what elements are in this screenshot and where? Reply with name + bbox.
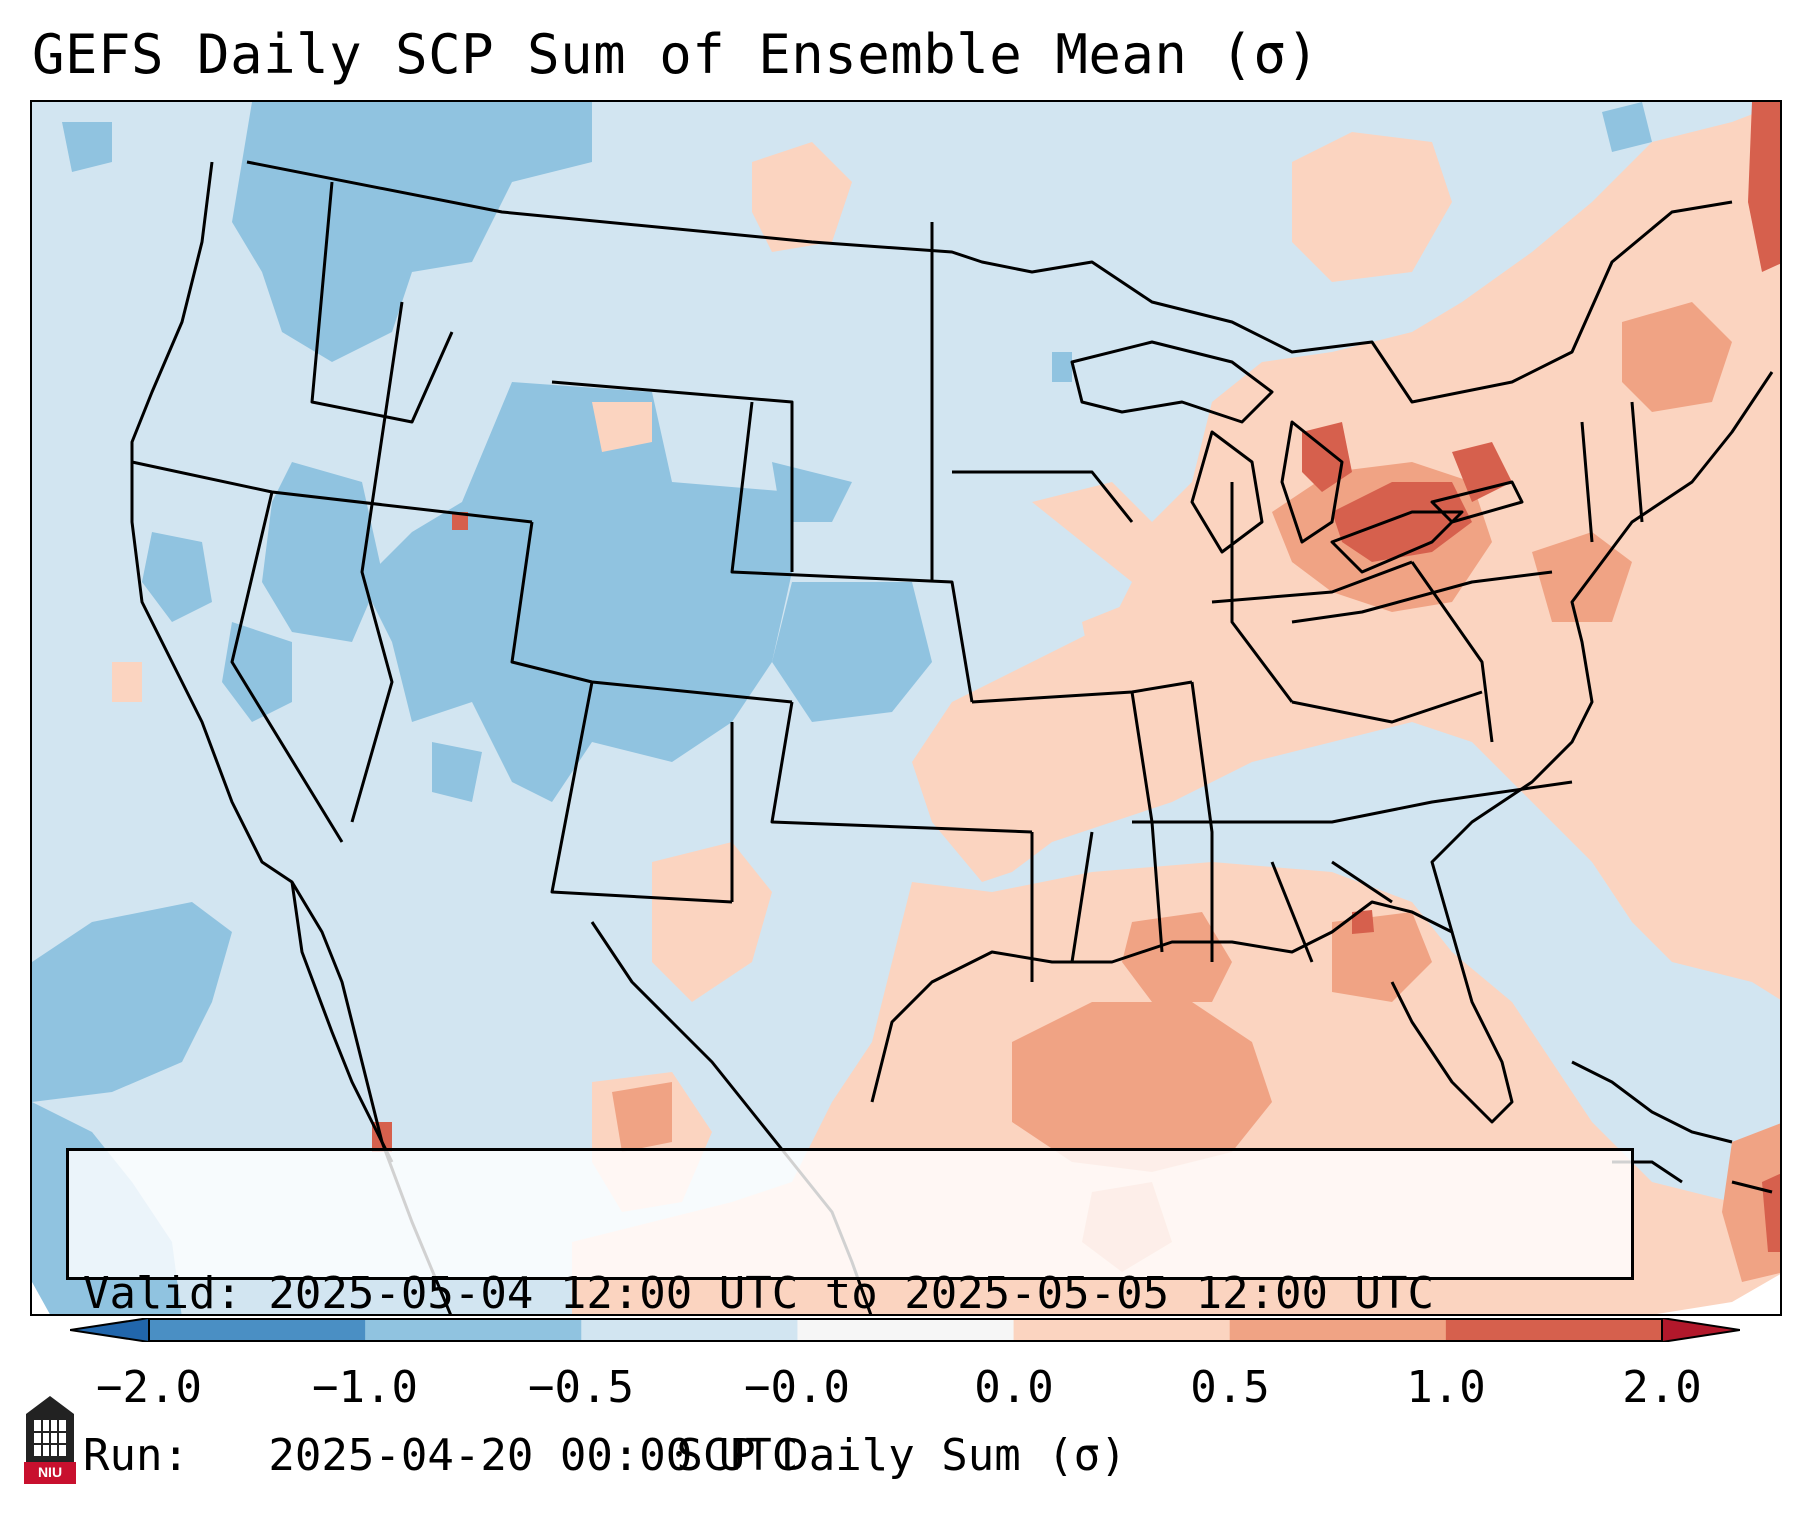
scp-map — [32, 102, 1780, 1314]
colorbar-tick-label: 1.0 — [1406, 1362, 1486, 1413]
colorbar-over-extension — [1661, 1318, 1740, 1342]
colorbar — [70, 1318, 1740, 1342]
valid-run-info-box: Valid: 2025-05-04 12:00 UTC to 2025-05-0… — [66, 1148, 1634, 1481]
colorbar-label: SCP Daily Sum (σ) — [676, 1430, 1127, 1481]
valid-time-text: Valid: 2025-05-04 12:00 UTC to 2025-05-0… — [83, 1268, 1435, 1319]
colorbar-tick-label: −2.0 — [96, 1362, 202, 1413]
logo-text: NIU — [37, 1464, 63, 1480]
map-title: GEFS Daily SCP Sum of Ensemble Mean (σ) — [32, 23, 1320, 86]
map-panel — [30, 100, 1782, 1316]
colorbar-bin — [365, 1318, 582, 1342]
colorbar-bin — [1229, 1318, 1447, 1342]
colorbar-outline — [148, 1318, 1663, 1342]
colorbar-tick-label: 0.0 — [974, 1362, 1054, 1413]
colorbar-bin — [149, 1318, 366, 1342]
colorbar-tick-label: −0.5 — [528, 1362, 634, 1413]
colorbar-bin — [1013, 1318, 1231, 1342]
niu-logo-icon — [24, 1396, 76, 1484]
colorbar-tick-label: 2.0 — [1622, 1362, 1702, 1413]
colorbar-under-extension — [70, 1318, 150, 1342]
colorbar-bin — [581, 1318, 798, 1342]
run-time-text: Run: 2025-04-20 00:00 UTC — [83, 1430, 799, 1481]
colorbar-bin — [1445, 1318, 1663, 1342]
colorbar-tick-label: 0.5 — [1190, 1362, 1270, 1413]
colorbar-tick-label: −1.0 — [312, 1362, 418, 1413]
colorbar-bin — [797, 1318, 1015, 1342]
negative-anomaly-regions — [32, 102, 1682, 1314]
colorbar-tick-label: −0.0 — [744, 1362, 850, 1413]
